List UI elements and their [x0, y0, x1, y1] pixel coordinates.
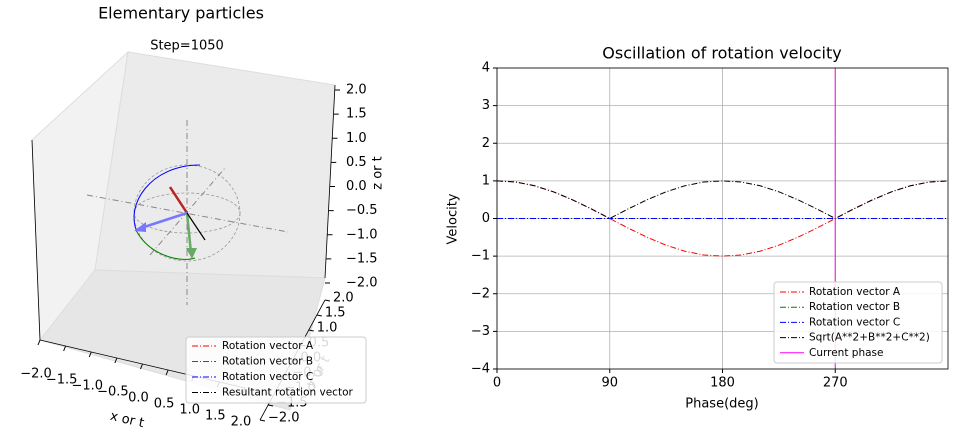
legends: Rotation vector A Rotation vector B Rotati… [185, 281, 943, 404]
plot-frame [496, 67, 949, 370]
chart-title: Elementary particles [98, 4, 264, 23]
legend-label: Rotation vector C [222, 371, 313, 383]
y-tick-label: 1 [482, 173, 490, 188]
x-tick [114, 357, 118, 364]
x-tick [88, 351, 92, 358]
z-tick-label: −1.5 [346, 251, 378, 266]
legend-label: Resultant rotation vector [222, 387, 353, 399]
z-tick-label: 2.0 [346, 83, 367, 98]
y-tick-label: 3 [482, 98, 490, 113]
x-tick-label: 2.0 [231, 415, 252, 430]
x-tick-label: −0.5 [97, 385, 129, 400]
z-tick-label: 1.0 [346, 131, 367, 146]
z-tick-label: −1.0 [346, 227, 378, 242]
x-tick-label: −1.5 [46, 373, 78, 388]
legend-label: Rotation vector A [809, 286, 901, 298]
z-tick-label: 1.5 [346, 107, 367, 122]
y-tick-label: −1 [471, 249, 490, 264]
series-line [496, 180, 949, 220]
x-tick-label: 1.5 [205, 409, 226, 424]
x-tick-label: 180 [710, 376, 735, 391]
y-tick [308, 329, 314, 332]
y-tick-label: 1.5 [325, 306, 346, 321]
y-tick [259, 419, 266, 422]
x-tick [165, 369, 169, 376]
x-tick [140, 363, 143, 370]
y-axis-label: Velocity [446, 193, 461, 244]
x-tick-label: 0.5 [154, 397, 175, 412]
particle-sketch [86, 120, 289, 305]
x-tick [37, 339, 41, 346]
x-tick-label: −2.0 [20, 367, 52, 382]
z-axis-label: z or t [371, 156, 386, 189]
z-tick-label: −0.5 [346, 203, 378, 218]
y-tick [324, 299, 331, 302]
y-tick-label: −3 [471, 324, 490, 339]
y-tick-label: 0 [482, 211, 490, 226]
x-tick-label: −1.0 [71, 379, 103, 394]
y-tick-label: −4 [471, 362, 490, 377]
y-tick [316, 314, 322, 317]
legend-label: Rotation vector B [222, 356, 313, 368]
legend-box [185, 336, 367, 404]
y-tick-label: 1.0 [317, 321, 338, 336]
chart-title: Oscillation of rotation velocity [602, 44, 841, 63]
x-tick-label: 270 [823, 376, 848, 391]
z-tick-label: 0.5 [346, 155, 367, 170]
x-tick-label: 0.0 [128, 391, 149, 406]
x-tick-label: 1.0 [179, 403, 200, 418]
legend-label: Rotation vector C [809, 316, 900, 328]
legend-label: Rotation vector A [222, 340, 314, 352]
y-tick [268, 404, 274, 407]
legend-label: Current phase [809, 347, 883, 359]
y-tick-label: −2.0 [268, 411, 300, 426]
y-tick-label: 2.0 [333, 291, 354, 306]
legend-label: Sqrt(A**2+B**2+C**2) [809, 332, 930, 344]
chart-subtitle: Step=1050 [150, 39, 224, 54]
y-tick-label: 4 [482, 61, 490, 76]
x-tick-label: 0 [493, 376, 501, 391]
x-axis-label: Phase(deg) [685, 397, 758, 412]
legend-box [773, 281, 943, 364]
y-tick-label: 2 [482, 136, 490, 151]
z-tick-label: −2.0 [346, 276, 378, 291]
x-tick-label: 90 [601, 376, 618, 391]
x-tick [63, 345, 67, 352]
legend-label: Rotation vector B [809, 301, 900, 313]
y-tick-label: −2 [471, 286, 490, 301]
z-tick-label: 0.0 [346, 179, 367, 194]
x-axis-label: x or t [109, 409, 146, 431]
